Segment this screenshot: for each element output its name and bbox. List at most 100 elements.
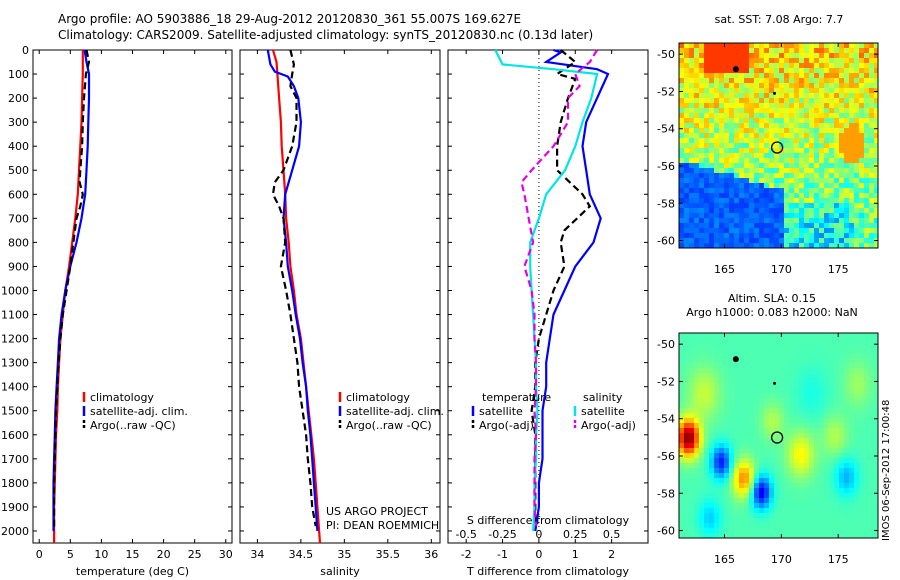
map-cell (719, 108, 724, 113)
map-cell (864, 53, 869, 58)
map-cell (759, 103, 764, 108)
map-cell (829, 213, 834, 218)
map-cell (794, 113, 799, 118)
map-cell (789, 218, 794, 223)
map-cell (724, 138, 729, 143)
map-cell (844, 43, 849, 48)
map-cell (809, 113, 814, 118)
map-cell (714, 163, 719, 168)
map-cell (764, 508, 769, 513)
map-cell (684, 73, 689, 78)
map-cell (864, 98, 869, 103)
map-cell (814, 173, 819, 178)
map-cell (824, 403, 829, 408)
map-cell (869, 53, 874, 58)
map-cell (804, 343, 809, 348)
map-cell (759, 528, 764, 533)
map-cell (824, 188, 829, 193)
map-cell (784, 463, 789, 468)
map-cell (764, 528, 769, 533)
map-cell (804, 58, 809, 63)
map-cell (764, 373, 769, 378)
map-cell (829, 123, 834, 128)
map-cell (819, 468, 824, 473)
map-cell (859, 103, 864, 108)
map-cell (804, 398, 809, 403)
map-cell (834, 433, 839, 438)
map-cell (779, 453, 784, 458)
map-cell (714, 108, 719, 113)
map-cell (734, 183, 739, 188)
map-cell (744, 208, 749, 213)
map-cell (829, 348, 834, 353)
map-cell (704, 453, 709, 458)
map-cell (774, 178, 779, 183)
map-cell (794, 98, 799, 103)
map-cell (854, 398, 859, 403)
map-cell (679, 83, 684, 88)
map-cell (809, 183, 814, 188)
map-cell (724, 198, 729, 203)
map-cell (759, 193, 764, 198)
map-cell (844, 363, 849, 368)
map-cell (719, 233, 724, 238)
map-cell (854, 428, 859, 433)
map-cell (804, 388, 809, 393)
map-cell (749, 473, 754, 478)
map-cell (759, 333, 764, 338)
map-cell (859, 368, 864, 373)
map-cell (694, 83, 699, 88)
map-cell (844, 63, 849, 68)
map-cell (804, 198, 809, 203)
map-cell (844, 208, 849, 213)
map-cell (799, 113, 804, 118)
map-cell (834, 388, 839, 393)
map-cell (809, 103, 814, 108)
map-cell (679, 158, 684, 163)
map-cell (749, 343, 754, 348)
map-cell (699, 128, 704, 133)
map-cell (819, 123, 824, 128)
map-cell (744, 88, 749, 93)
map-cell (684, 218, 689, 223)
map-cell (839, 168, 844, 173)
map-cell (759, 408, 764, 413)
map-cell (774, 528, 779, 533)
map-cell (699, 413, 704, 418)
map-cell (844, 463, 849, 468)
map-cell (749, 148, 754, 153)
map-cell (799, 443, 804, 448)
map-cell (759, 533, 764, 538)
map-cell (789, 438, 794, 443)
map-cell (844, 478, 849, 483)
map-cell (709, 173, 714, 178)
map-cell (824, 498, 829, 503)
map-cell (874, 368, 878, 373)
map-cell (839, 223, 844, 228)
series-temperature-argo-raw-qc- (53, 49, 91, 527)
map-cell (789, 488, 794, 493)
map-cell (804, 118, 809, 123)
depth-tick-label: 700 (8, 212, 29, 225)
map-cell (794, 148, 799, 153)
map-cell (694, 353, 699, 358)
map-cell (834, 133, 839, 138)
map-cell (699, 368, 704, 373)
map-cell (784, 238, 789, 243)
map-cell (749, 528, 754, 533)
map-cell (809, 193, 814, 198)
map-cell (789, 168, 794, 173)
map-cell (819, 88, 824, 93)
map-cell (864, 158, 869, 163)
map-cell (869, 478, 874, 483)
map-cell (864, 73, 869, 78)
map-cell (794, 63, 799, 68)
map-cell (814, 333, 819, 338)
map-cell (794, 103, 799, 108)
map-cell (709, 523, 714, 528)
map-cell (824, 468, 829, 473)
map-cell (839, 468, 844, 473)
map-cell (804, 438, 809, 443)
map-cell (769, 238, 774, 243)
map-cell (854, 228, 859, 233)
